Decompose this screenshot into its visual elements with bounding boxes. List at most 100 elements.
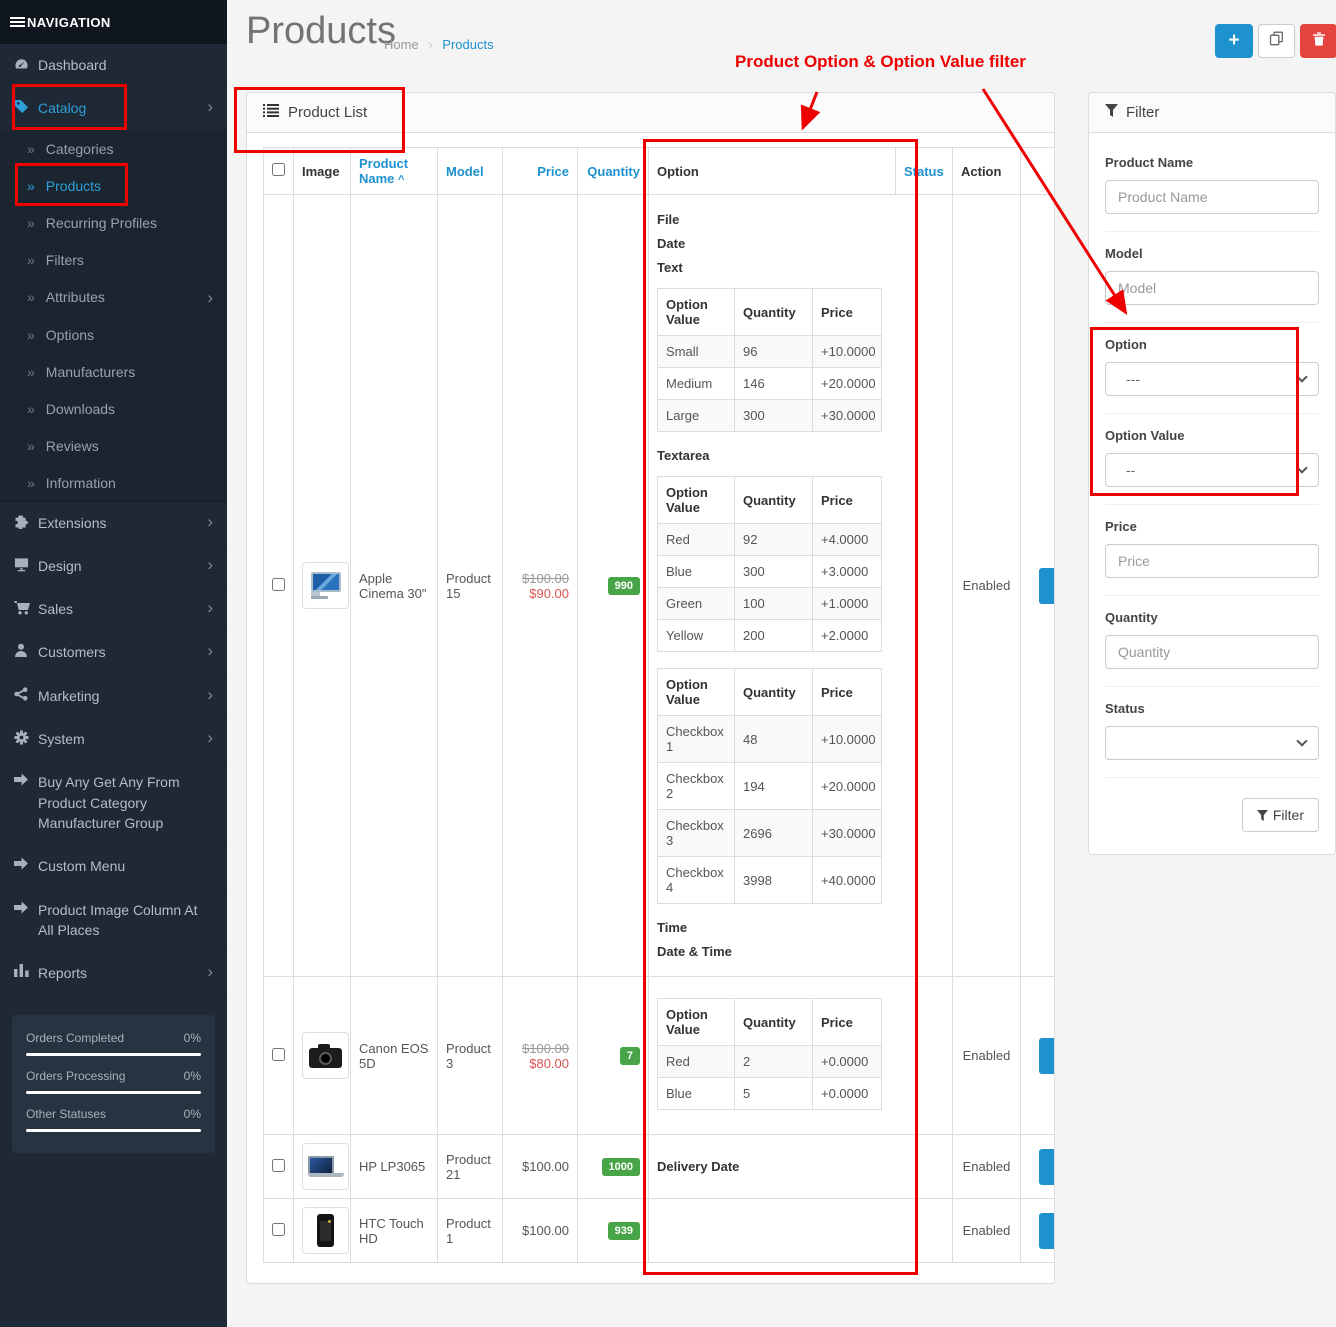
sidebar-item-reviews[interactable]: » Reviews xyxy=(0,427,227,465)
sidebar-item-categories[interactable]: » Categories xyxy=(0,130,227,168)
option-value-table: Option Value Quantity Price Checkbox 1 48 +10… xyxy=(657,668,882,904)
option-value-quantity: 146 xyxy=(734,367,813,400)
sidebar-item-sales[interactable]: Sales › xyxy=(0,588,227,632)
option-value-table: Option Value Quantity Price Small 96 +10.0000… xyxy=(657,288,882,432)
option-value-name: Large xyxy=(657,399,735,432)
row-checkbox[interactable] xyxy=(272,577,285,591)
option-value-name: Blue xyxy=(657,1077,735,1110)
filter-price-input[interactable] xyxy=(1105,544,1319,578)
option-table-header: Price xyxy=(812,476,882,524)
sidebar-item-products[interactable]: » Products xyxy=(0,167,227,205)
edit-button[interactable] xyxy=(1039,1212,1054,1249)
sidebar-item-customers[interactable]: Customers › xyxy=(0,631,227,675)
sidebar-item-options[interactable]: » Options xyxy=(0,316,227,354)
product-option-cell: File Date Text Option Value Quantity Price Sma… xyxy=(648,194,953,977)
filter-option-select[interactable]: --- xyxy=(1105,362,1319,396)
sidebar-item-label: Downloads xyxy=(45,400,116,417)
option-label: Date & Time xyxy=(657,944,732,959)
bar-chart-icon xyxy=(14,964,38,980)
sidebar-item-system[interactable]: System › xyxy=(0,718,227,762)
select-all-checkbox[interactable] xyxy=(272,163,285,176)
chevron-right-icon: › xyxy=(207,684,213,704)
angle-double-right-icon: » xyxy=(27,214,35,231)
breadcrumb-products-link[interactable]: Products xyxy=(442,37,494,52)
filter-apply-button[interactable]: Filter xyxy=(1241,798,1319,832)
filter-title: Filter xyxy=(1126,104,1160,121)
angle-double-right-icon: » xyxy=(27,140,35,157)
col-quantity[interactable]: Quantity xyxy=(577,147,649,195)
chevron-right-icon: › xyxy=(207,511,213,531)
sidebar-item-reports[interactable]: Reports › xyxy=(0,952,227,996)
sidebar-item-custom-menu[interactable]: Custom Menu xyxy=(0,845,227,889)
col-product-name[interactable]: Product Name ^ xyxy=(350,147,438,195)
option-label: Textarea xyxy=(657,448,710,463)
sidebar-item-manufacturers[interactable]: » Manufacturers xyxy=(0,353,227,391)
row-checkbox[interactable] xyxy=(272,1047,285,1061)
sidebar-item-buy-any-get-any[interactable]: Buy Any Get Any From Product Category Ma… xyxy=(0,761,227,846)
edit-button[interactable] xyxy=(1039,567,1054,604)
filter-quantity-input[interactable] xyxy=(1105,635,1319,669)
tag-icon xyxy=(14,99,38,117)
breadcrumb: Home › Products xyxy=(384,37,494,52)
sidebar-item-filters[interactable]: » Filters xyxy=(0,241,227,279)
product-row: Apple Cinema 30" Product 15 $100.00 $90.00 9… xyxy=(263,194,1054,977)
sidebar-item-downloads[interactable]: » Downloads xyxy=(0,390,227,428)
arrow-right-icon xyxy=(14,773,38,789)
stat-label: Orders Completed xyxy=(26,1031,125,1046)
quantity-badge: 990 xyxy=(607,576,640,595)
chevron-right-icon: › xyxy=(207,598,213,618)
option-value-row: Checkbox 2 194 +20.0000 xyxy=(657,762,882,810)
sidebar-item-recurring-profiles[interactable]: » Recurring Profiles xyxy=(0,204,227,242)
filter-product-name-input[interactable] xyxy=(1105,180,1319,214)
sidebar-item-information[interactable]: » Information xyxy=(0,464,227,502)
row-checkbox[interactable] xyxy=(272,1222,285,1236)
col-status[interactable]: Status xyxy=(895,147,953,195)
edit-button[interactable] xyxy=(1039,1037,1054,1074)
sidebar-item-dashboard[interactable]: Dashboard xyxy=(0,44,227,88)
option-value-price: +40.0000 xyxy=(812,856,882,904)
sidebar-item-design[interactable]: Design › xyxy=(0,545,227,589)
sidebar-item-label: Dashboard xyxy=(38,57,107,73)
stat-value: 0% xyxy=(183,1069,201,1084)
row-checkbox[interactable] xyxy=(272,1158,285,1172)
delete-product-button[interactable] xyxy=(1300,24,1336,58)
option-value-name: Checkbox 4 xyxy=(657,856,735,904)
option-value-row: Red 2 +0.0000 xyxy=(657,1045,882,1078)
edit-button[interactable] xyxy=(1039,1148,1054,1185)
option-value-name: Checkbox 2 xyxy=(657,762,735,810)
chevron-down-icon xyxy=(1296,735,1308,747)
filter-label-model: Model xyxy=(1105,246,1143,261)
product-action-cell xyxy=(1020,976,1054,1135)
filter-group-model: Model xyxy=(1105,246,1319,323)
option-value-price: +0.0000 xyxy=(812,1077,882,1110)
stat-label: Other Statuses xyxy=(26,1107,107,1122)
sidebar-item-catalog[interactable]: Catalog › xyxy=(0,87,227,131)
sidebar-item-product-image-column[interactable]: Product Image Column At All Places xyxy=(0,889,227,953)
sidebar-item-label: Categories xyxy=(45,140,114,157)
angle-double-right-icon: » xyxy=(27,251,35,268)
angle-double-right-icon: » xyxy=(27,363,35,380)
sidebar-item-extensions[interactable]: Extensions › xyxy=(0,502,227,545)
select-value: -- xyxy=(1126,462,1136,478)
copy-product-button[interactable] xyxy=(1258,24,1295,58)
filter-status-select[interactable] xyxy=(1105,726,1319,760)
filter-option-value-select[interactable]: -- xyxy=(1105,453,1319,487)
option-value-row: Checkbox 3 2696 +30.0000 xyxy=(657,809,882,857)
sidebar-item-label: Customers xyxy=(38,644,106,661)
option-table-header: Quantity xyxy=(734,288,813,336)
sidebar-item-attributes[interactable]: » Attributes › xyxy=(0,278,227,317)
breadcrumb-home-link[interactable]: Home xyxy=(384,37,419,52)
filter-model-input[interactable] xyxy=(1105,271,1319,305)
sidebar-item-marketing[interactable]: Marketing › xyxy=(0,675,227,719)
col-model[interactable]: Model xyxy=(437,147,503,195)
col-price[interactable]: Price xyxy=(502,147,578,195)
option-value-price: +3.0000 xyxy=(812,555,882,588)
option-value-quantity: 5 xyxy=(734,1077,813,1110)
add-product-button[interactable]: + xyxy=(1215,24,1253,58)
option-value-price: +2.0000 xyxy=(812,619,882,652)
trash-icon xyxy=(1312,31,1325,51)
breadcrumb-separator: › xyxy=(428,37,433,52)
chevron-right-icon: › xyxy=(207,97,213,117)
option-value-table: Option Value Quantity Price Red 92 +4.0000 Blu… xyxy=(657,476,882,652)
chevron-right-icon: › xyxy=(207,962,213,982)
